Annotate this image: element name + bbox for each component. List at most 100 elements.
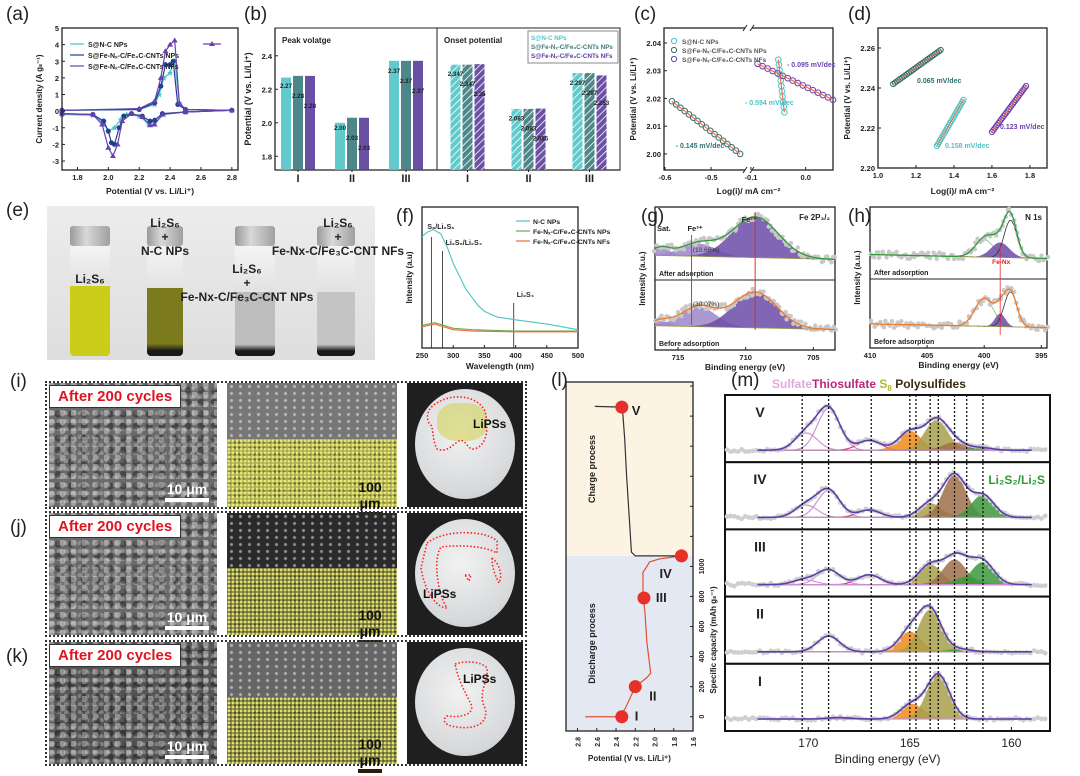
panel-label-i: (i): [10, 371, 27, 392]
data-point: [750, 650, 756, 655]
category-label: II: [349, 173, 355, 185]
sample-row-j: After 200 cycles 10 μm 100 μm LiPSs: [45, 511, 527, 644]
y-tick-label: 1.8: [262, 152, 272, 161]
bar: [596, 75, 607, 170]
cv-marker: [167, 62, 173, 68]
data-point: [1023, 82, 1030, 90]
data-point: [1031, 515, 1037, 521]
data-point: [728, 648, 734, 654]
y-tick-label: 2.0: [262, 119, 272, 128]
xps-subpanel-1: Before adsorption (30.07%): [653, 286, 839, 348]
category-label: I: [466, 173, 469, 185]
x-tick-label: -0.6: [659, 173, 672, 182]
bar-value-label: 2.083: [521, 126, 537, 133]
data-point: [742, 715, 748, 721]
panel-label-h: (h): [848, 206, 871, 227]
data-point: [782, 238, 787, 244]
bar: [572, 73, 583, 170]
data-point: [736, 150, 744, 158]
data-point: [739, 716, 745, 722]
vial-wrap: [147, 246, 183, 290]
data-point: [937, 46, 944, 54]
scale-bar-line: [358, 769, 382, 773]
sem-scale-bar: 10 μm: [165, 609, 209, 630]
data-point: [926, 250, 931, 255]
legend-entry: S@Fe-Nₓ-C/Fe₃C-CNTs NFs: [682, 57, 767, 64]
data-point: [731, 649, 737, 655]
data-point: [911, 250, 917, 256]
break-mark: [749, 166, 755, 174]
scale-label: 100 μm: [358, 479, 382, 511]
data-point: [755, 211, 761, 217]
caption-material: Fe-Nx-C/Fe₃C-CNT NFs: [271, 244, 405, 258]
panel-label-k: (k): [6, 646, 29, 667]
separator-photo: LiPSs: [407, 513, 523, 635]
category-label: I: [296, 173, 299, 185]
bar-value-label: 2.347: [460, 81, 476, 88]
x-axis-label: Potential (V vs. Li/Li⁺): [588, 754, 671, 763]
y-tick-label: 200: [699, 681, 706, 693]
slope-annotation: - 0.145 mV/dec: [676, 143, 725, 150]
cv-series-2: [59, 37, 235, 159]
spectrum-line: [421, 322, 578, 332]
uvvis-axes-frame: [421, 206, 579, 349]
panel-label-f: (f): [396, 206, 414, 227]
data-point: [679, 313, 684, 319]
lipss-outline: [426, 396, 488, 451]
spectrum-line: [421, 323, 578, 333]
x-tick-label: 165: [900, 736, 920, 750]
y-tick-label: 2.2: [262, 85, 272, 94]
panel-label-g: (g): [641, 206, 664, 227]
li2s2-li2s-label: Li₂S₂/Li₂S: [988, 473, 1045, 487]
break-mark: [742, 24, 748, 32]
voltage-profile-frame: [565, 381, 694, 732]
scale-bar-line: [165, 755, 209, 759]
data-point: [681, 107, 689, 115]
x-tick-label: 405: [921, 351, 934, 360]
fit-line: [671, 100, 741, 155]
y-axis-label: Intensity (a.u.): [638, 251, 647, 306]
bar-group-0: Peak volatge I 2.27 2.28 2.28 II 2.00 2.03 2.03 I…: [280, 36, 425, 185]
data-point: [812, 323, 818, 328]
data-point: [833, 327, 839, 332]
bar-group-1: Onset potential I 2.347 2.347 2.35 II 2.083 2.0…: [444, 36, 610, 185]
bar: [293, 75, 303, 170]
vial-caption: Li₂S₆ + Fe-Nx-C/Fe₃C-CNT NPs: [147, 262, 347, 304]
data-point: [1042, 513, 1048, 519]
bar-value-label: 2.283: [594, 100, 610, 107]
data-point: [832, 254, 838, 260]
data-point: [668, 97, 676, 105]
data-point: [957, 319, 963, 324]
x-tick-label: 300: [447, 351, 460, 360]
axis-break-top: [745, 25, 752, 31]
eds-sem-image: [227, 642, 397, 697]
vial-liquid: [317, 292, 355, 356]
y-tick-label: 2.00: [646, 150, 661, 159]
legend-entry: S@Fe-Nₓ-C/Fe₃C-CNTs NPs: [531, 44, 613, 51]
y-tick-label: -3: [52, 157, 59, 166]
subpanel-label: After adsorption: [659, 271, 713, 278]
data-point: [783, 309, 788, 315]
data-point: [1042, 650, 1048, 656]
discharge-curve: [585, 555, 682, 718]
data-point: [1039, 447, 1044, 453]
bar-value-label: 2.347: [448, 71, 464, 78]
data-point: [791, 321, 796, 326]
y-axis-label: Potential (V vs. Li/Li⁺): [629, 57, 638, 140]
sample-row-k: After 200 cycles 10 μm 100 μm LiPSs: [45, 640, 527, 773]
cv-marker: [147, 122, 153, 128]
data-point: [1039, 716, 1044, 722]
data-point: [746, 449, 752, 454]
data-point: [1006, 206, 1012, 211]
data-point: [878, 319, 883, 325]
bar-value-label: 2.37: [388, 68, 401, 75]
tafel-series-0: - 0.594 mV/dec S@N-C NPs: [670, 37, 794, 116]
cv-marker: [228, 107, 235, 113]
bar: [511, 108, 522, 170]
xps-axes-frame: [869, 206, 1048, 349]
cv-marker: [99, 121, 106, 127]
component-peak-fill: [870, 313, 1047, 328]
state-label: II: [649, 689, 656, 704]
x-tick-label: 160: [1001, 736, 1021, 750]
caption-plus: +: [243, 276, 251, 290]
